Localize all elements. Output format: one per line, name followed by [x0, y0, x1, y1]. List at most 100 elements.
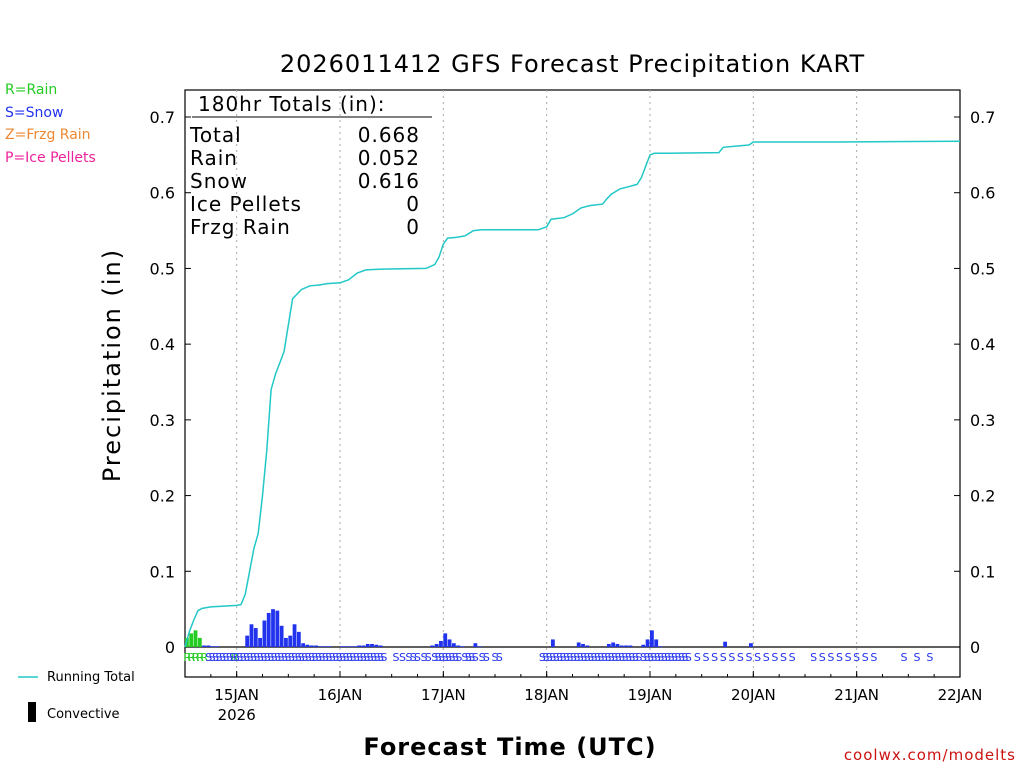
precip-type-marker: S [399, 651, 406, 664]
x-axis-label: Forecast Time (UTC) [363, 733, 657, 761]
precip-bar [477, 646, 482, 647]
precip-bar [451, 643, 456, 647]
precip-type-marker: S [570, 651, 577, 664]
precip-type-marker: S [209, 651, 216, 664]
credit-link[interactable]: coolwx.com/modelts [843, 746, 1016, 764]
legend-running-total: Running Total [47, 670, 135, 685]
precip-type-marker: S [674, 651, 681, 664]
precip-type-marker: S [479, 651, 486, 664]
precip-type-marker: S [325, 651, 332, 664]
precip-type-marker: S [668, 651, 675, 664]
precip-type-marker: S [845, 651, 852, 664]
precip-type-marker: S [312, 651, 319, 664]
precip-type-marker: S [789, 651, 796, 664]
precip-bar [202, 645, 207, 647]
totals-table: Total 0.668 Rain 0.052 Snow 0.616 Ice Pe… [190, 124, 420, 239]
totals-label: Snow [190, 169, 248, 193]
precip-bar [292, 624, 297, 647]
precip-type-marker: S [243, 651, 250, 664]
precip-type-marker: S [380, 651, 387, 664]
precip-bar [258, 637, 262, 647]
totals-title: 180hr Totals (in): [198, 92, 386, 116]
precip-bar [473, 643, 478, 647]
x-tick-sublabel: 2026 [218, 706, 256, 724]
precip-type-marker: S [468, 651, 475, 664]
precip-bar [654, 639, 659, 647]
precip-bar [352, 646, 357, 647]
precip-type-marker: S [291, 651, 298, 664]
precip-bar [327, 646, 331, 647]
precip-type-marker: S [455, 651, 462, 664]
precip-type-marker: S [560, 651, 567, 664]
precip-type-marker: S [284, 651, 291, 664]
x-tick-label: 16JAN [318, 686, 363, 704]
precip-type-marker: S [702, 651, 709, 664]
precip-type-marker: S [295, 651, 302, 664]
chart-title: 2026011412 GFS Forecast Precipitation KA… [279, 50, 866, 78]
precip-type-marker: S [728, 651, 735, 664]
precip-bar [456, 645, 461, 647]
y-tick-label-left: 0 [165, 638, 175, 657]
precip-type-marker: S [322, 651, 329, 664]
precip-type-marker: S [640, 651, 647, 664]
y-tick-label-left: 0.4 [150, 335, 175, 354]
precip-bar [309, 645, 314, 647]
precip-type-marker: S [720, 651, 727, 664]
totals-label: Ice Pellets [190, 192, 302, 216]
precip-type-marker: S [452, 651, 459, 664]
precip-type-marker: S [611, 651, 618, 664]
precip-type-marker: S [678, 651, 685, 664]
precip-type-marker: S [862, 651, 869, 664]
y-tick-label-left: 0.1 [150, 562, 175, 581]
precip-type-marker: S [810, 651, 817, 664]
precip-bar [249, 624, 254, 647]
precip-type-marker: S [253, 651, 260, 664]
precip-type-marker: S [671, 651, 678, 664]
precip-type-marker: S [601, 651, 608, 664]
precip-type-marker: S [556, 651, 563, 664]
precip-bar [749, 643, 753, 647]
precip-type-marker: S [681, 651, 688, 664]
y-tick-label-left: 0.7 [150, 108, 175, 127]
precip-type-marker: S [250, 651, 257, 664]
precip-type-marker: S [492, 651, 499, 664]
precip-type-marker: S [901, 651, 908, 664]
precip-type-marker: S [448, 651, 455, 664]
precip-type-marker: S [594, 651, 601, 664]
precip-type-marker: S [370, 651, 377, 664]
y-tick-label-right: 0.4 [970, 335, 995, 354]
precip-type-marker: S [247, 651, 254, 664]
precip-type-marker: S [763, 651, 770, 664]
totals-row-snow: Snow 0.616 [190, 170, 420, 193]
precip-type-marker: S [349, 651, 356, 664]
precip-bar [296, 631, 301, 647]
precip-type-marker: S [229, 651, 236, 664]
precip-bar [206, 645, 211, 647]
precip-type-marker: S [577, 651, 584, 664]
totals-row-total: Total 0.668 [190, 124, 420, 147]
precip-type-marker: S [711, 651, 718, 664]
precip-bar [606, 643, 611, 647]
precip-type-marker: S [445, 651, 452, 664]
precip-type-marker: R [196, 651, 204, 664]
precip-bar [460, 646, 465, 647]
precip-type-marker: S [737, 651, 744, 664]
precip-type-marker: S [346, 651, 353, 664]
precip-bar [279, 625, 284, 647]
totals-label: Rain [190, 146, 238, 170]
x-tick-label: 20JAN [731, 686, 776, 704]
legend-frzg-rain: Z=Frzg Rain [5, 127, 91, 143]
y-tick-label-left: 0.6 [150, 184, 175, 203]
totals-value: 0 [406, 192, 420, 216]
precip-bar [645, 639, 650, 647]
precip-type-marker: S [546, 651, 553, 664]
running-total-line [184, 140, 961, 648]
precip-type-marker: S [360, 651, 367, 664]
x-tick-label: 15JAN [214, 686, 259, 704]
y-tick-label-right: 0.5 [970, 259, 995, 278]
precip-type-marker: S [267, 651, 274, 664]
y-axis-label: Precipitation (in) [98, 247, 126, 483]
precip-type-marker: S [205, 651, 212, 664]
totals-value: 0 [406, 215, 420, 239]
precip-bar [262, 620, 267, 647]
